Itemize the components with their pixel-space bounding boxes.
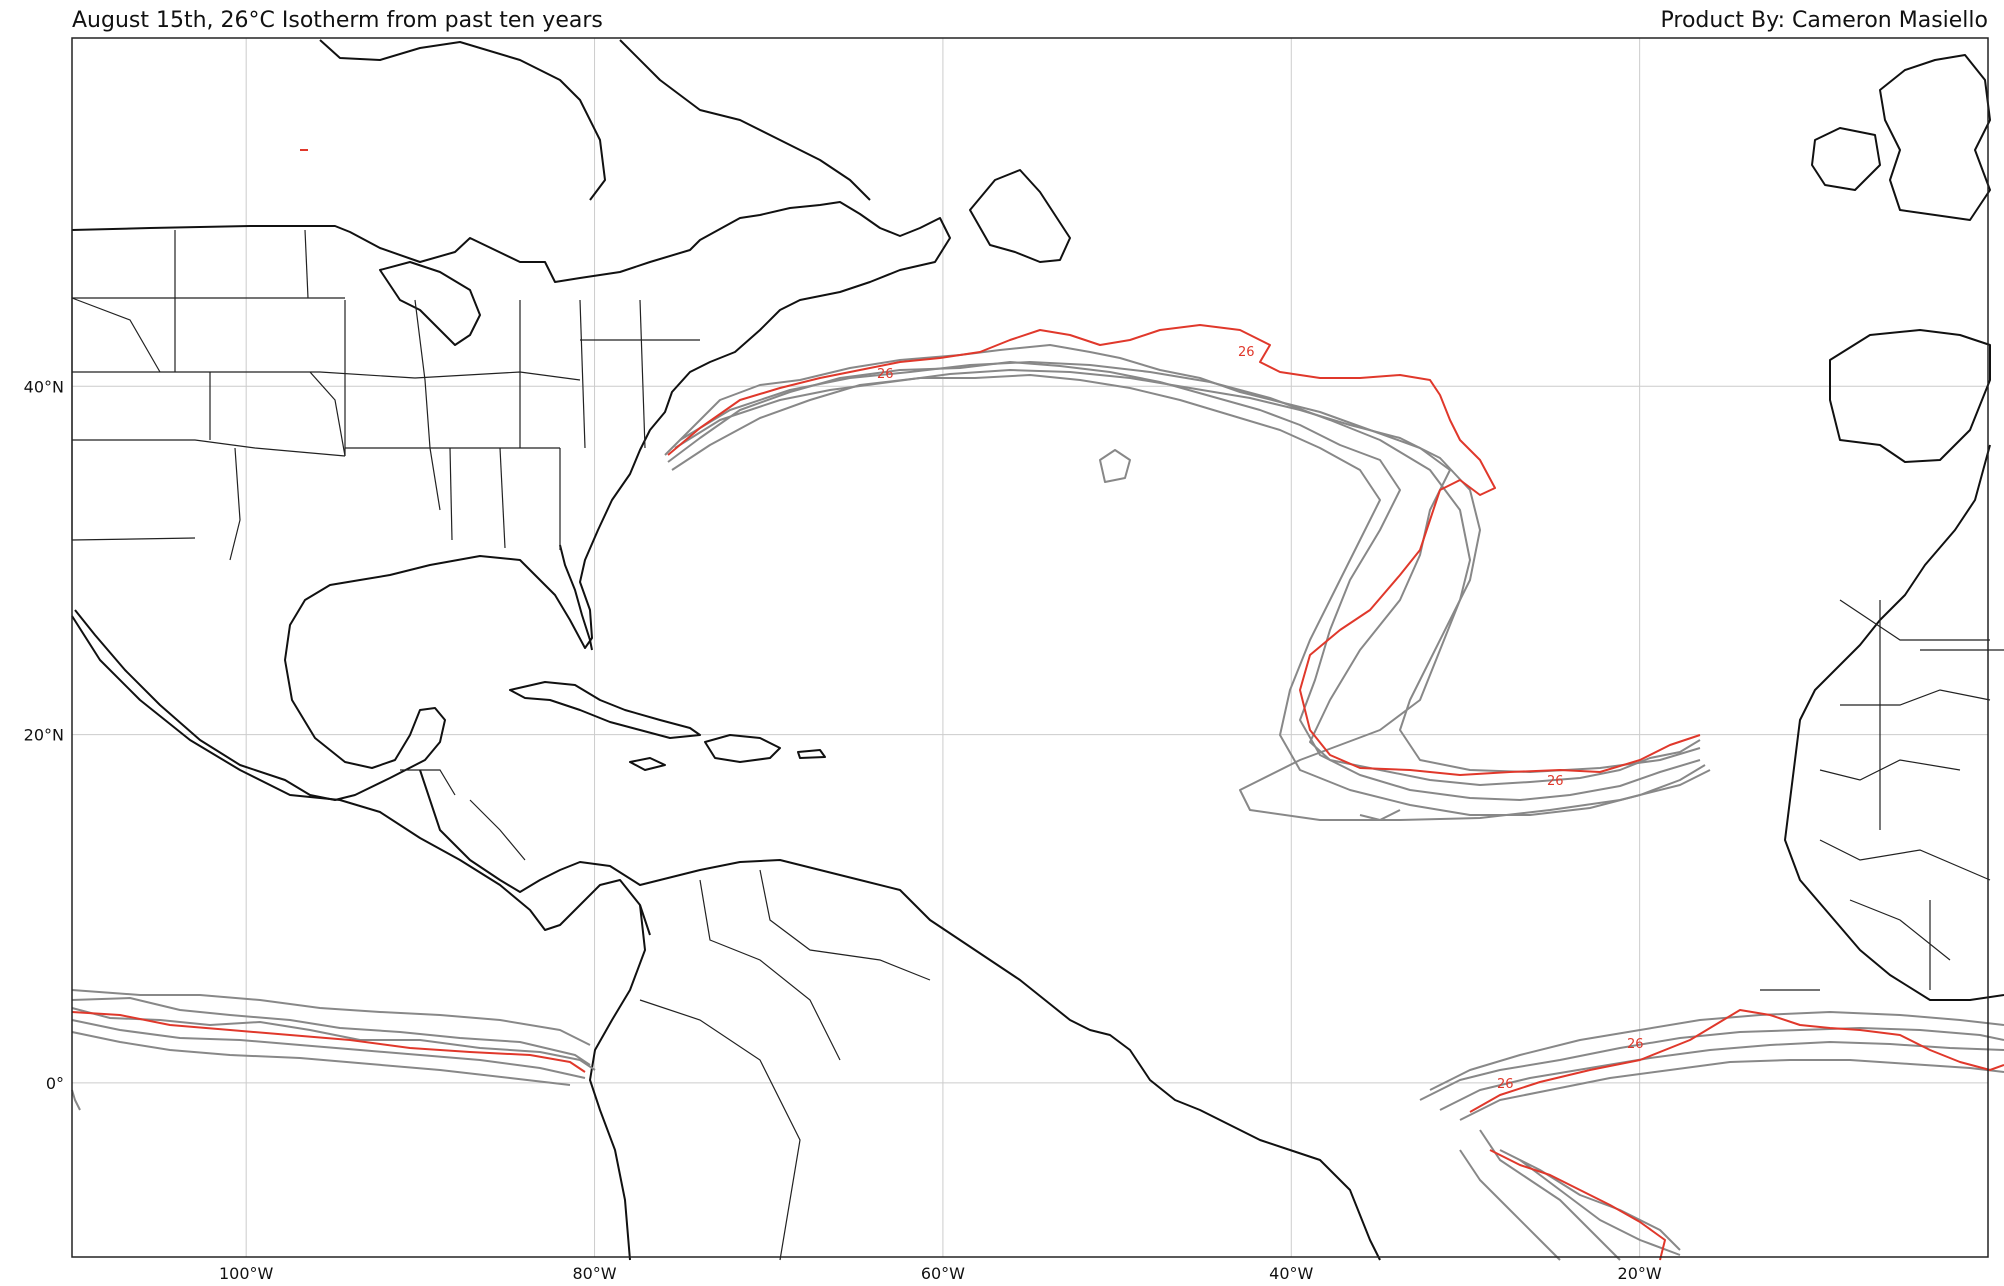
- isotherms-past-years: [71, 344, 2004, 1261]
- iberia: [1829, 329, 1991, 463]
- political-borders: [71, 229, 2004, 1261]
- longitude-labels: 100°W 80°W 60°W 40°W 20°W: [219, 1264, 1662, 1283]
- florida-coast: [559, 544, 593, 651]
- great-lakes: [379, 261, 481, 346]
- labrador-coast: [619, 39, 871, 201]
- lon-tick-label: 20°W: [1618, 1264, 1662, 1283]
- britain: [1879, 54, 1991, 221]
- contour-label: 26: [877, 367, 894, 382]
- map-credit: Product By: Cameron Masiello: [1660, 8, 1988, 33]
- contour-label: 26: [1627, 1037, 1644, 1052]
- south-america-west-coast: [589, 904, 646, 1261]
- latitude-labels: 40°N 20°N 0°: [24, 377, 64, 1093]
- map-title: August 15th, 26°C Isotherm from past ten…: [72, 8, 603, 33]
- north-america-coast: [71, 201, 951, 801]
- africa-west-coast: [1784, 444, 2004, 1001]
- central-america-coast: [71, 615, 651, 936]
- canada-north-coast: [319, 39, 606, 201]
- contour-labels: 26 26 26 26 26: [877, 345, 1644, 1092]
- coastlines: [71, 39, 2004, 1261]
- cuba: [509, 681, 701, 739]
- lon-tick-label: 80°W: [572, 1264, 616, 1283]
- lat-tick-label: 20°N: [24, 726, 64, 745]
- gridlines: [72, 38, 1988, 1257]
- jamaica: [629, 757, 666, 771]
- lon-tick-label: 100°W: [219, 1264, 274, 1283]
- puerto-rico: [797, 749, 826, 759]
- newfoundland: [969, 169, 1071, 263]
- contour-label: 26: [1238, 345, 1255, 360]
- map-frame: [71, 37, 1989, 1258]
- contour-label: 26: [1497, 1077, 1514, 1092]
- hispaniola: [704, 734, 781, 763]
- caribbean-coast: [419, 769, 1381, 1261]
- lon-tick-label: 60°W: [921, 1264, 965, 1283]
- isotherm-current-year: [71, 149, 2004, 1261]
- lat-tick-label: 40°N: [24, 377, 64, 396]
- contour-label: 26: [1547, 774, 1564, 789]
- ireland: [1811, 127, 1881, 191]
- lat-tick-label: 0°: [46, 1074, 64, 1093]
- lon-tick-label: 40°W: [1269, 1264, 1313, 1283]
